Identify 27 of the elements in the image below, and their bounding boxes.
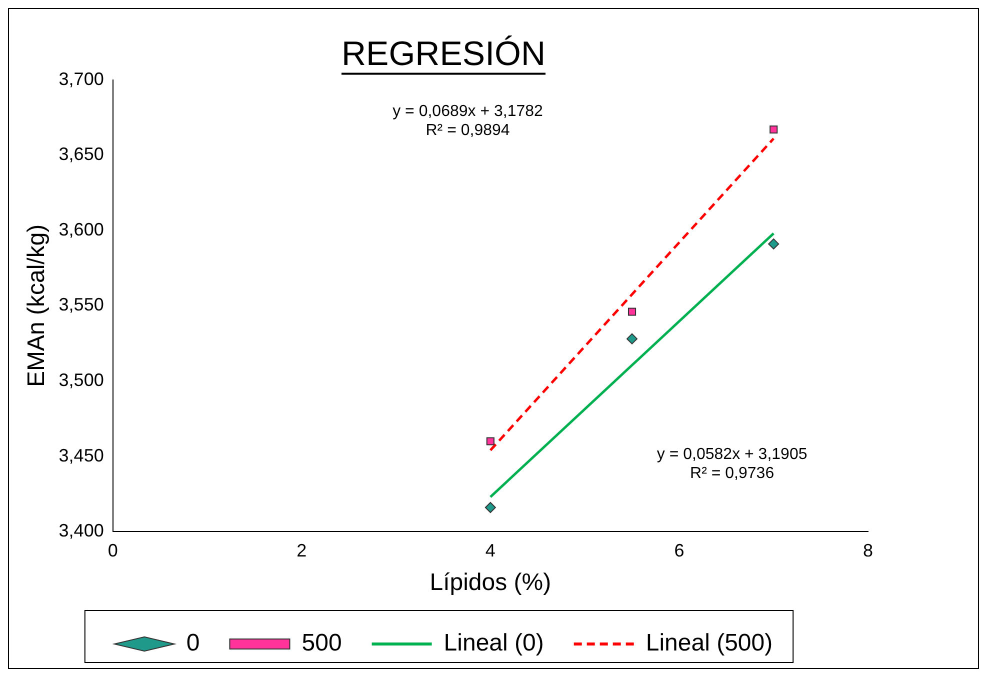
y-tick-label: 3,550 [58,294,104,315]
x-tick-label: 4 [485,540,496,560]
chart-title: REGRESIÓN [341,34,546,73]
legend-label: Lineal (0) [444,630,544,657]
x-axis-title: Lípidos (%) [430,569,552,596]
point [628,308,636,316]
annotation: y = 0,0582x + 3,1905 R² = 0,9736 [656,446,808,482]
x-tick-label: 6 [674,540,684,560]
y-tick-label: 3,450 [58,445,104,466]
point [484,502,496,514]
x-tick-label: 0 [108,540,118,560]
y-tick-label: 3,400 [58,520,104,541]
point [768,238,780,250]
y-tick-label: 3,700 [58,68,104,89]
legend-label: Lineal (500) [646,630,773,657]
y-tick-label: 3,600 [58,219,104,240]
y-tick-label: 3,500 [58,370,104,390]
annotation: y = 0,0689x + 3,1782 R² = 0,9894 [392,102,544,139]
legend-label: 500 [302,630,342,657]
point [626,333,638,344]
legend-label: 0 [186,630,200,657]
y-tick-label: 3,650 [58,144,104,164]
x-tick-label: 8 [862,540,874,560]
x-tick-label: 2 [296,540,307,560]
y-axis-title: EMAn (kcal/kg) [23,224,50,388]
point [770,125,778,134]
point [486,437,494,446]
